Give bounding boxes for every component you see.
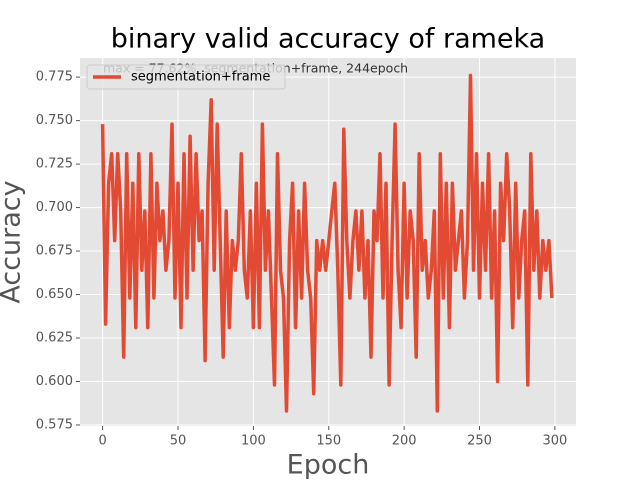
y-tick-label: 0.650 — [36, 287, 73, 302]
y-tick-label: 0.575 — [36, 417, 73, 432]
y-axis-label: Accuracy — [0, 180, 27, 303]
data-line — [100, 73, 554, 413]
x-tick-label: 150 — [316, 434, 341, 449]
y-tick-label: 0.725 — [36, 157, 73, 172]
x-tick-label: 100 — [241, 434, 266, 449]
x-tick-label: 300 — [542, 434, 567, 449]
y-tick-label: 0.700 — [36, 200, 73, 215]
chart-title: binary valid accuracy of rameka — [111, 24, 545, 55]
x-tick-label: 50 — [170, 434, 187, 449]
legend-box — [86, 64, 286, 90]
y-tick-label: 0.750 — [36, 113, 73, 128]
x-tick-label: 0 — [98, 434, 106, 449]
y-tick-label: 0.625 — [36, 331, 73, 346]
legend-label: segmentation+frame — [131, 70, 270, 85]
x-tick-label: 250 — [467, 434, 492, 449]
y-tick-label: 0.600 — [36, 374, 73, 389]
x-axis-label: Epoch — [287, 450, 370, 481]
x-tick-label: 200 — [392, 434, 417, 449]
y-tick-label: 0.775 — [36, 70, 73, 85]
y-tick-label: 0.675 — [36, 244, 73, 259]
